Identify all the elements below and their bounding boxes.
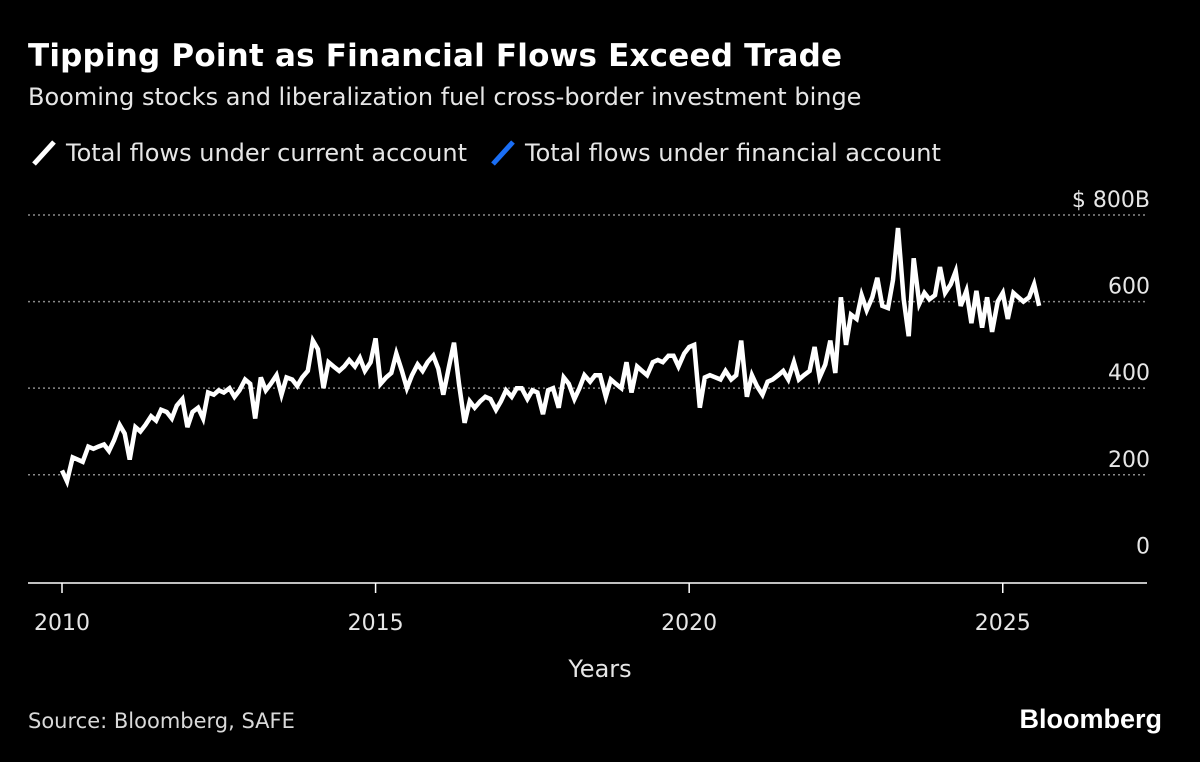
legend-swatch-financial-account (491, 140, 515, 166)
legend-label-financial-account: Total flows under financial account (524, 139, 941, 167)
y-tick-label: $ 800B (1072, 188, 1150, 213)
legend-item-current-account: Total flows under current account (28, 136, 467, 170)
bloomberg-logo: Bloomberg (1019, 704, 1162, 734)
axis-layer (28, 582, 1147, 593)
legend-item-financial-account: Total flows under financial account (487, 136, 941, 170)
chart-subtitle: Booming stocks and liberalization fuel c… (28, 83, 862, 111)
x-tick-label: 2010 (34, 611, 90, 636)
x-tick-label: 2015 (348, 611, 404, 636)
series-line-current-account (59, 227, 1042, 489)
x-axis-title: Years (567, 655, 631, 683)
label-layer: 0 200 400 600 $ 800B 2010 2015 2020 2025 Years (34, 188, 1150, 683)
series-layer (59, 227, 1042, 489)
legend-label-current-account: Total flows under current account (66, 139, 467, 167)
y-tick-label: 600 (1108, 275, 1150, 300)
source-note: Source: Bloomberg, SAFE (28, 709, 295, 733)
legend-swatch-current-account (32, 140, 56, 166)
chart-title: Tipping Point as Financial Flows Exceed … (28, 38, 843, 74)
x-tick-label: 2020 (661, 611, 717, 636)
grid-layer (28, 214, 1147, 476)
y-tick-label: 0 (1136, 534, 1150, 559)
y-tick-label: 200 (1108, 448, 1150, 473)
chart-legend: Total flows under current account Total … (28, 136, 961, 170)
x-tick-label: 2025 (975, 611, 1031, 636)
y-tick-label: 400 (1108, 361, 1150, 386)
